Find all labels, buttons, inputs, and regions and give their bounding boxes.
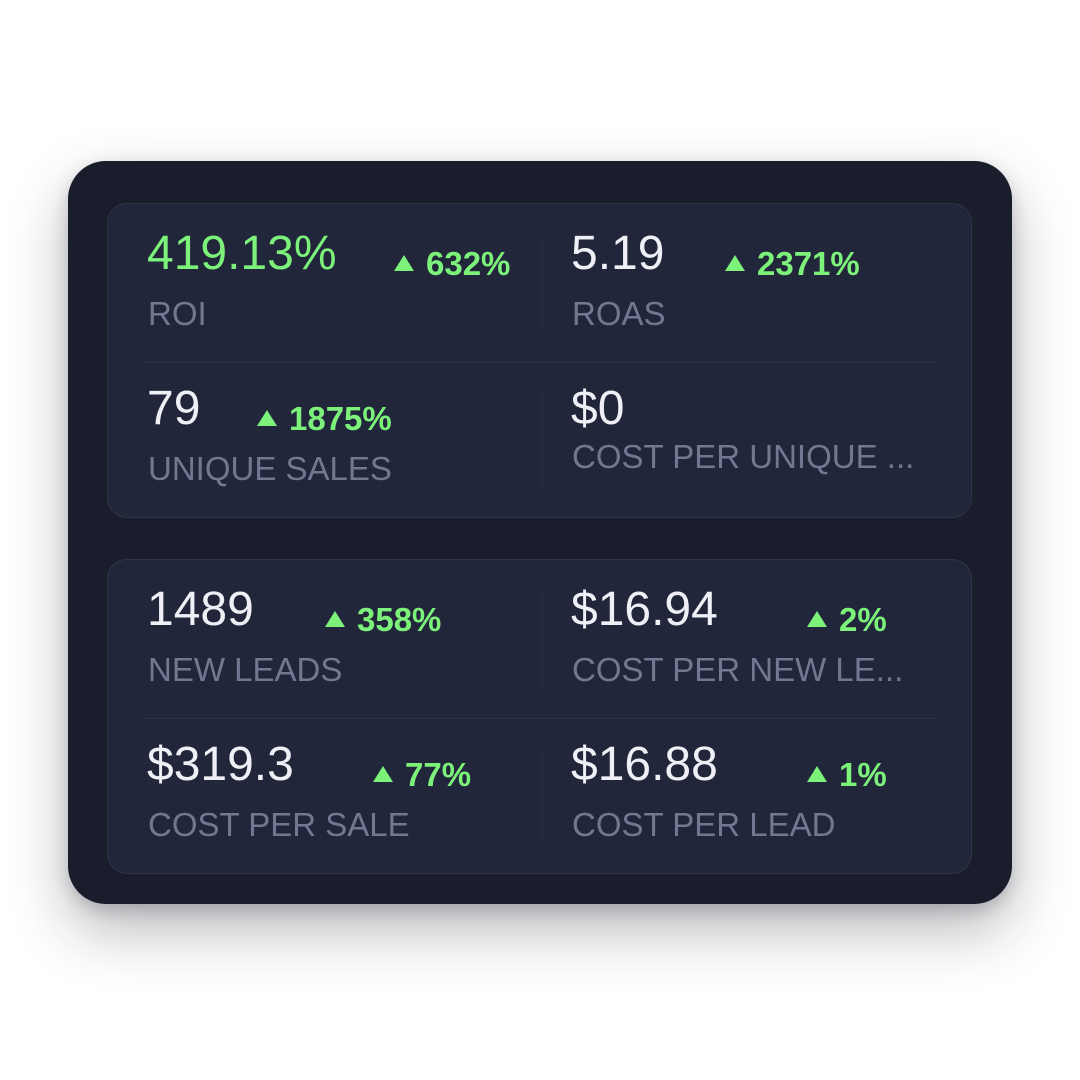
- metric-value: 1489: [147, 583, 254, 636]
- metric-label: NEW LEADS: [148, 651, 343, 688]
- row-divider: [146, 718, 937, 719]
- metric-value: $16.88: [571, 738, 718, 791]
- column-divider: [542, 748, 543, 844]
- metric-change: 2371%: [725, 244, 860, 284]
- metric-value: 79: [147, 382, 201, 435]
- metric-cost-per-sale[interactable]: $319.3 77% COST PER SALE: [147, 737, 547, 867]
- metric-cost-per-lead[interactable]: $16.88 1% COST PER LEAD: [571, 737, 971, 867]
- metric-change: 1%: [807, 755, 887, 795]
- metric-change-value: 2371%: [757, 245, 860, 282]
- metric-label: ROI: [148, 295, 207, 332]
- metric-label: COST PER NEW LE...: [572, 651, 904, 688]
- metrics-card-performance: 419.13% 632% ROI 5.19 2371% ROAS 79 1875…: [107, 203, 972, 518]
- triangle-up-icon: [257, 410, 277, 426]
- metric-label: COST PER UNIQUE ...: [572, 438, 915, 475]
- metric-change-value: 358%: [357, 601, 442, 638]
- metric-new-leads[interactable]: 1489 358% NEW LEADS: [147, 582, 547, 712]
- triangle-up-icon: [394, 255, 414, 271]
- metric-value: $319.3: [147, 738, 294, 791]
- metric-change-value: 632%: [426, 245, 511, 282]
- metric-change: 632%: [394, 244, 510, 284]
- metric-value: 5.19: [571, 227, 665, 280]
- triangle-up-icon: [725, 255, 745, 271]
- metric-change: 358%: [325, 600, 441, 640]
- metric-value: $16.94: [571, 583, 718, 636]
- row-divider: [146, 362, 937, 363]
- metric-unique-sales[interactable]: 79 1875% UNIQUE SALES: [147, 381, 547, 511]
- metric-label: ROAS: [572, 295, 666, 332]
- metric-label: UNIQUE SALES: [148, 450, 392, 487]
- metric-change-value: 1%: [839, 756, 887, 793]
- metric-value: 419.13%: [147, 227, 337, 280]
- triangle-up-icon: [325, 611, 345, 627]
- metric-label: COST PER SALE: [148, 806, 410, 843]
- triangle-up-icon: [373, 766, 393, 782]
- triangle-up-icon: [807, 611, 827, 627]
- metrics-panel: 419.13% 632% ROI 5.19 2371% ROAS 79 1875…: [68, 161, 1012, 904]
- metric-change-value: 1875%: [289, 400, 392, 437]
- triangle-up-icon: [807, 766, 827, 782]
- metric-change: 1875%: [257, 399, 392, 439]
- metric-roas[interactable]: 5.19 2371% ROAS: [571, 226, 971, 356]
- metric-change: 2%: [807, 600, 887, 640]
- column-divider: [542, 238, 543, 330]
- metric-change-value: 77%: [405, 756, 472, 793]
- metric-roi[interactable]: 419.13% 632% ROI: [147, 226, 547, 356]
- column-divider: [542, 392, 543, 488]
- metrics-card-leads: 1489 358% NEW LEADS $16.94 2% COST PER N…: [107, 559, 972, 874]
- metric-value: $0: [571, 382, 625, 435]
- metric-cost-per-new-lead[interactable]: $16.94 2% COST PER NEW LE...: [571, 582, 971, 712]
- metric-change: 77%: [373, 755, 471, 795]
- metric-change-value: 2%: [839, 601, 887, 638]
- metric-label: COST PER LEAD: [572, 806, 836, 843]
- column-divider: [542, 594, 543, 686]
- metric-cost-per-unique[interactable]: $0 COST PER UNIQUE ...: [571, 381, 971, 511]
